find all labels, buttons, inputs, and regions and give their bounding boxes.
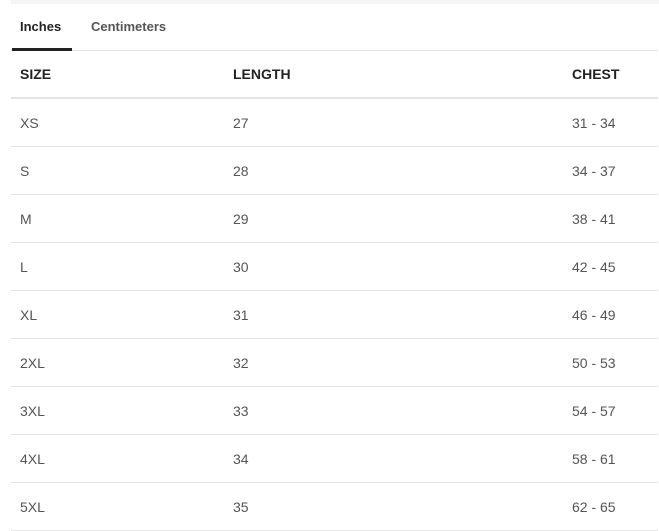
- cell-length: 29: [224, 194, 563, 243]
- header-size: SIZE: [11, 51, 224, 99]
- table-row: L 30 42 - 45: [11, 242, 658, 291]
- table-row: 2XL 32 50 - 53: [11, 338, 658, 387]
- cell-chest: 46 - 49: [563, 290, 658, 339]
- cell-size: S: [11, 146, 224, 195]
- cell-length: 30: [224, 242, 563, 291]
- header-length: LENGTH: [224, 51, 563, 99]
- cell-chest: 38 - 41: [563, 194, 658, 243]
- cell-chest: 58 - 61: [563, 434, 658, 483]
- cell-size: XL: [11, 290, 224, 339]
- cell-chest: 54 - 57: [563, 386, 658, 435]
- cell-chest: 34 - 37: [563, 146, 658, 195]
- table-row: 4XL 34 58 - 61: [11, 434, 658, 483]
- table-row: XL 31 46 - 49: [11, 290, 658, 339]
- header-chest: CHEST: [563, 51, 658, 99]
- table-row: 5XL 35 62 - 65: [11, 482, 658, 531]
- cell-length: 32: [224, 338, 563, 387]
- cell-size: 4XL: [11, 434, 224, 483]
- table-row: M 29 38 - 41: [11, 194, 658, 243]
- cell-chest: 50 - 53: [563, 338, 658, 387]
- cell-length: 31: [224, 290, 563, 339]
- cell-length: 33: [224, 386, 563, 435]
- table-row: XS 27 31 - 34: [11, 98, 658, 147]
- cell-length: 34: [224, 434, 563, 483]
- top-bar: [11, 0, 659, 4]
- active-tab-indicator: [12, 48, 72, 51]
- cell-size: 3XL: [11, 386, 224, 435]
- cell-size: 2XL: [11, 338, 224, 387]
- table-row: S 28 34 - 37: [11, 146, 658, 195]
- unit-tabs: Inches Centimeters: [11, 4, 658, 51]
- cell-size: L: [11, 242, 224, 291]
- cell-length: 35: [224, 482, 563, 531]
- size-chart-table: SIZE LENGTH CHEST XS 27 31 - 34 S 28 34 - 37 M…: [11, 51, 658, 531]
- tab-inches[interactable]: Inches: [20, 19, 62, 34]
- cell-length: 27: [224, 98, 563, 147]
- cell-chest: 62 - 65: [563, 482, 658, 531]
- table-row: 3XL 33 54 - 57: [11, 386, 658, 435]
- tab-centimeters[interactable]: Centimeters: [91, 19, 167, 34]
- cell-size: M: [11, 194, 224, 243]
- cell-chest: 31 - 34: [563, 98, 658, 147]
- cell-size: XS: [11, 98, 224, 147]
- cell-size: 5XL: [11, 482, 224, 531]
- cell-chest: 42 - 45: [563, 242, 658, 291]
- table-header-row: SIZE LENGTH CHEST: [11, 51, 658, 99]
- cell-length: 28: [224, 146, 563, 195]
